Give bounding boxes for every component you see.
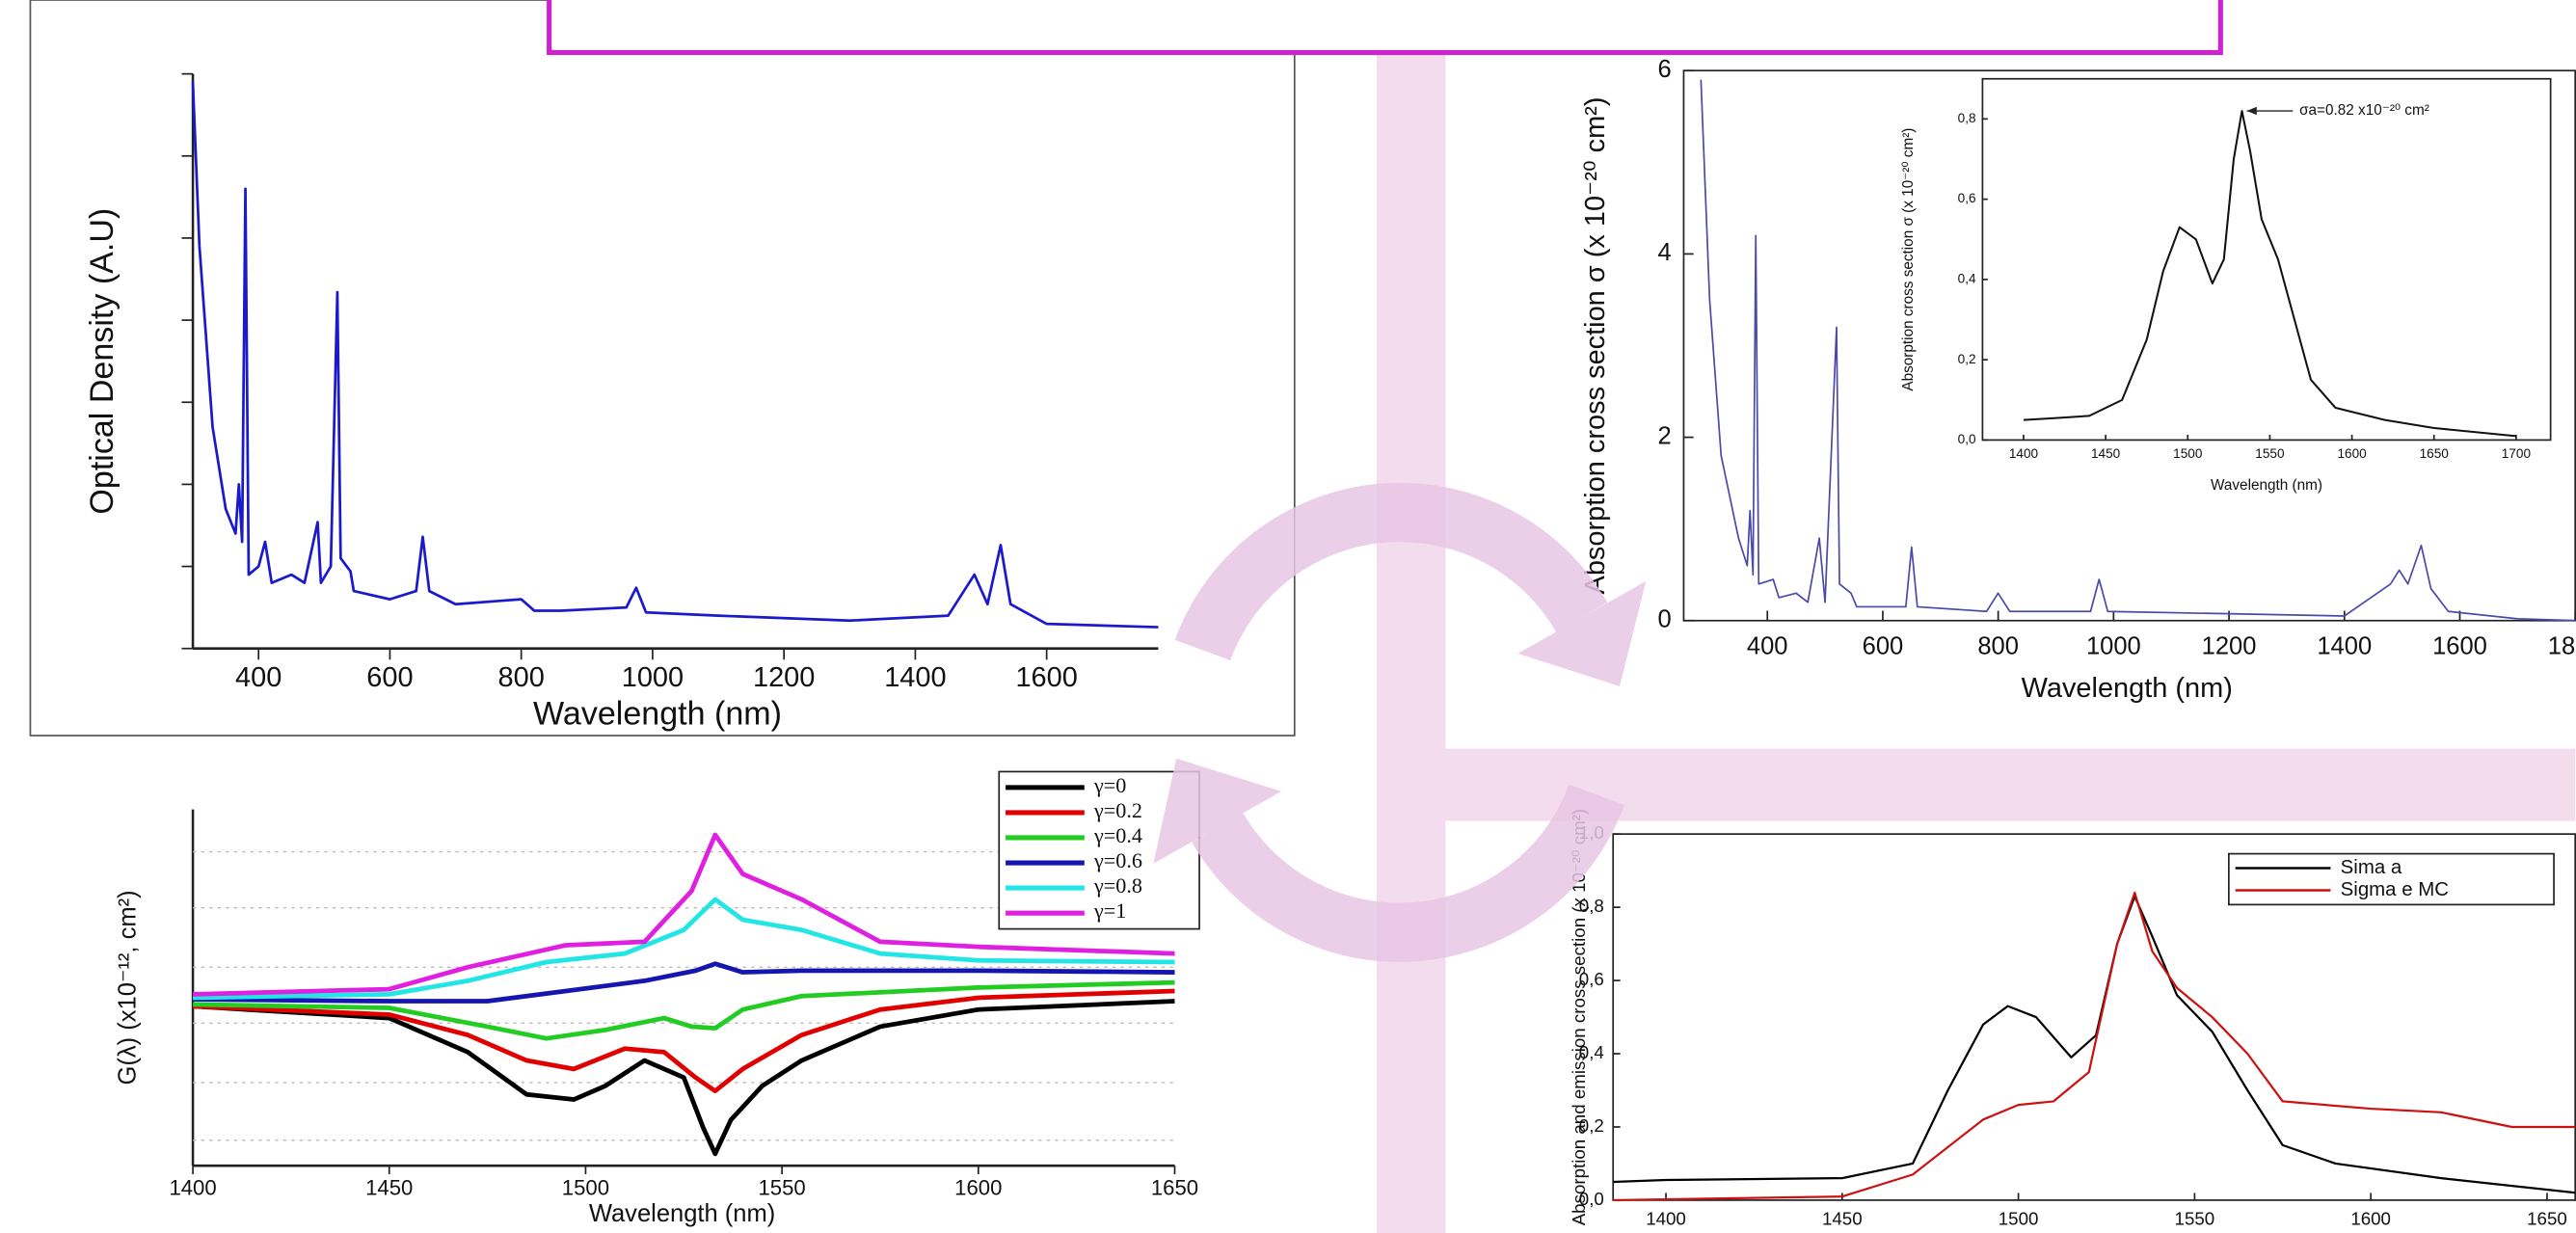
plot-background xyxy=(1982,78,2551,441)
y-tick-label: 0,6 xyxy=(1579,969,1604,989)
series-line xyxy=(193,961,1175,1004)
y-axis-label: G(λ) (x10⁻¹², cm²) xyxy=(114,890,141,1085)
annotation: σa=0.82 x10⁻²⁰ cm² xyxy=(2299,102,2429,119)
x-tick-label: 800 xyxy=(1977,633,2019,660)
y-tick-label: 0,8 xyxy=(1579,896,1604,916)
charts: 400 600 800 1000 1200 1400 1600 Wavelength (nm)… xyxy=(84,56,2576,1228)
chart: 1400 1450 1500 1550 1600 1650 1700 0,0 0,2 0,4 0,6… xyxy=(1900,77,2552,494)
x-tick-label: 1400 xyxy=(884,662,946,693)
x-tick-label: 1000 xyxy=(622,662,684,693)
x-tick-label: 1550 xyxy=(2175,1208,2215,1228)
x-tick-label: 1450 xyxy=(2091,446,2121,461)
x-tick-label: 1500 xyxy=(2173,446,2203,461)
x-tick-label: 1550 xyxy=(758,1175,805,1199)
legend-label: Sigma e MC xyxy=(2341,879,2449,900)
legend-label: γ=0.4 xyxy=(1093,823,1142,847)
legend-label: γ=1 xyxy=(1093,898,1126,923)
x-tick-label: 1400 xyxy=(169,1175,216,1199)
legend-box xyxy=(2228,852,2555,906)
x-tick-label: 1200 xyxy=(753,662,815,693)
y-axis-label: Absorption cross section σ (x 10⁻²⁰ cm²) xyxy=(1900,128,1917,391)
x-tick-label: 600 xyxy=(1863,633,1904,660)
x-tick-label: 1450 xyxy=(365,1175,413,1199)
y-tick-label: 4 xyxy=(1657,239,1671,266)
x-tick-label: 1600 xyxy=(2350,1208,2391,1228)
x-tick-label: 1600 xyxy=(954,1175,1002,1199)
series-line xyxy=(193,897,1175,1001)
cycle-arrow xyxy=(1153,482,1647,962)
x-tick-label: 1700 xyxy=(2502,446,2532,461)
x-tick-label: 1200 xyxy=(2202,633,2257,660)
x-axis-label: Wavelength (nm) xyxy=(533,696,782,733)
legend-label: γ=0.2 xyxy=(1093,798,1142,822)
x-tick-label: 1650 xyxy=(1151,1175,1198,1199)
cross-vertical xyxy=(1376,0,1446,1233)
chart: 400 600 800 1000 1200 1400 1600 1800 0 2 4 6 Wavelen… xyxy=(1580,56,2576,704)
y-tick-label: 0,6 xyxy=(1958,191,1976,205)
x-tick-label: 1650 xyxy=(2420,446,2450,461)
series-line xyxy=(1700,79,2576,622)
y-tick-label: 0,8 xyxy=(1958,111,1976,125)
arrow-head xyxy=(1517,580,1647,686)
legend-label: γ=0 xyxy=(1093,773,1126,797)
chart: 400 600 800 1000 1200 1400 1600 Wavelength (nm)… xyxy=(84,72,1159,733)
cross-horizontal xyxy=(1445,748,2576,821)
y-axis-label: Absorption cross section σ (x 10⁻²⁰ cm²) xyxy=(1580,97,1611,595)
plot-frame xyxy=(1612,833,2576,1201)
x-tick-label: 1600 xyxy=(2432,633,2487,660)
x-tick-label: 1400 xyxy=(2317,633,2372,660)
x-tick-label: 600 xyxy=(366,662,413,693)
x-axis-label: Wavelength (nm) xyxy=(2211,477,2322,494)
y-axis-label: Optical Density (A.U) xyxy=(84,208,121,515)
y-tick-label: 2 xyxy=(1657,422,1671,449)
y-tick-label: 0,4 xyxy=(1958,271,1976,285)
x-tick-label: 1500 xyxy=(562,1175,609,1199)
x-tick-label: 1650 xyxy=(2527,1208,2567,1228)
series-line xyxy=(191,82,1159,629)
x-tick-label: 1550 xyxy=(2255,446,2285,461)
legend-label: Sima a xyxy=(2341,857,2402,878)
arrow-arc xyxy=(1174,482,1608,661)
series-line xyxy=(2023,110,2516,438)
x-tick-label: 1800 xyxy=(2548,633,2576,660)
arrow-arc xyxy=(1192,784,1624,962)
x-tick-label: 1600 xyxy=(1015,662,1077,693)
x-tick-label: 800 xyxy=(498,662,545,693)
y-tick-label: 0,2 xyxy=(1958,352,1976,366)
series-line xyxy=(193,979,1175,1041)
x-tick-label: 1400 xyxy=(2009,446,2039,461)
legend-label: γ=0.6 xyxy=(1093,848,1142,872)
annotation-arrowhead xyxy=(2246,106,2257,116)
x-tick-label: 400 xyxy=(235,662,282,693)
x-tick-label: 1450 xyxy=(1822,1208,1863,1228)
arrow-head xyxy=(1153,758,1282,864)
title-box xyxy=(547,0,2223,56)
y-tick-label: 6 xyxy=(1657,56,1671,83)
x-tick-label: 1500 xyxy=(1999,1208,2039,1228)
x-tick-label: 400 xyxy=(1747,633,1788,660)
series-line xyxy=(1613,891,2576,1202)
y-tick-label: 0,0 xyxy=(1958,432,1976,446)
legend-label: γ=0.8 xyxy=(1093,873,1142,898)
y-tick-label: 0,2 xyxy=(1579,1115,1604,1136)
x-tick-label: 1000 xyxy=(2086,633,2141,660)
chart: 1400 1450 1500 1550 1600 16500,00,20,40,60,81… xyxy=(1569,809,2576,1228)
plot-frame xyxy=(1981,77,2552,442)
plot-frame xyxy=(1682,69,2576,622)
series-line xyxy=(192,999,1175,1157)
x-tick-label: 1600 xyxy=(2337,446,2367,461)
y-axis-label: Absorption and emission cross section (x… xyxy=(1569,809,1589,1225)
series-line xyxy=(192,988,1175,1094)
x-tick-label: 1400 xyxy=(1646,1208,1686,1228)
y-tick-label: 0,0 xyxy=(1579,1189,1604,1209)
y-tick-label: 0,4 xyxy=(1579,1042,1604,1062)
series-line xyxy=(192,832,1175,997)
x-axis-label: Wavelength (nm) xyxy=(2022,673,2233,704)
x-axis-label: Wavelength (nm) xyxy=(589,1200,775,1227)
y-tick-label: 0 xyxy=(1657,606,1671,633)
